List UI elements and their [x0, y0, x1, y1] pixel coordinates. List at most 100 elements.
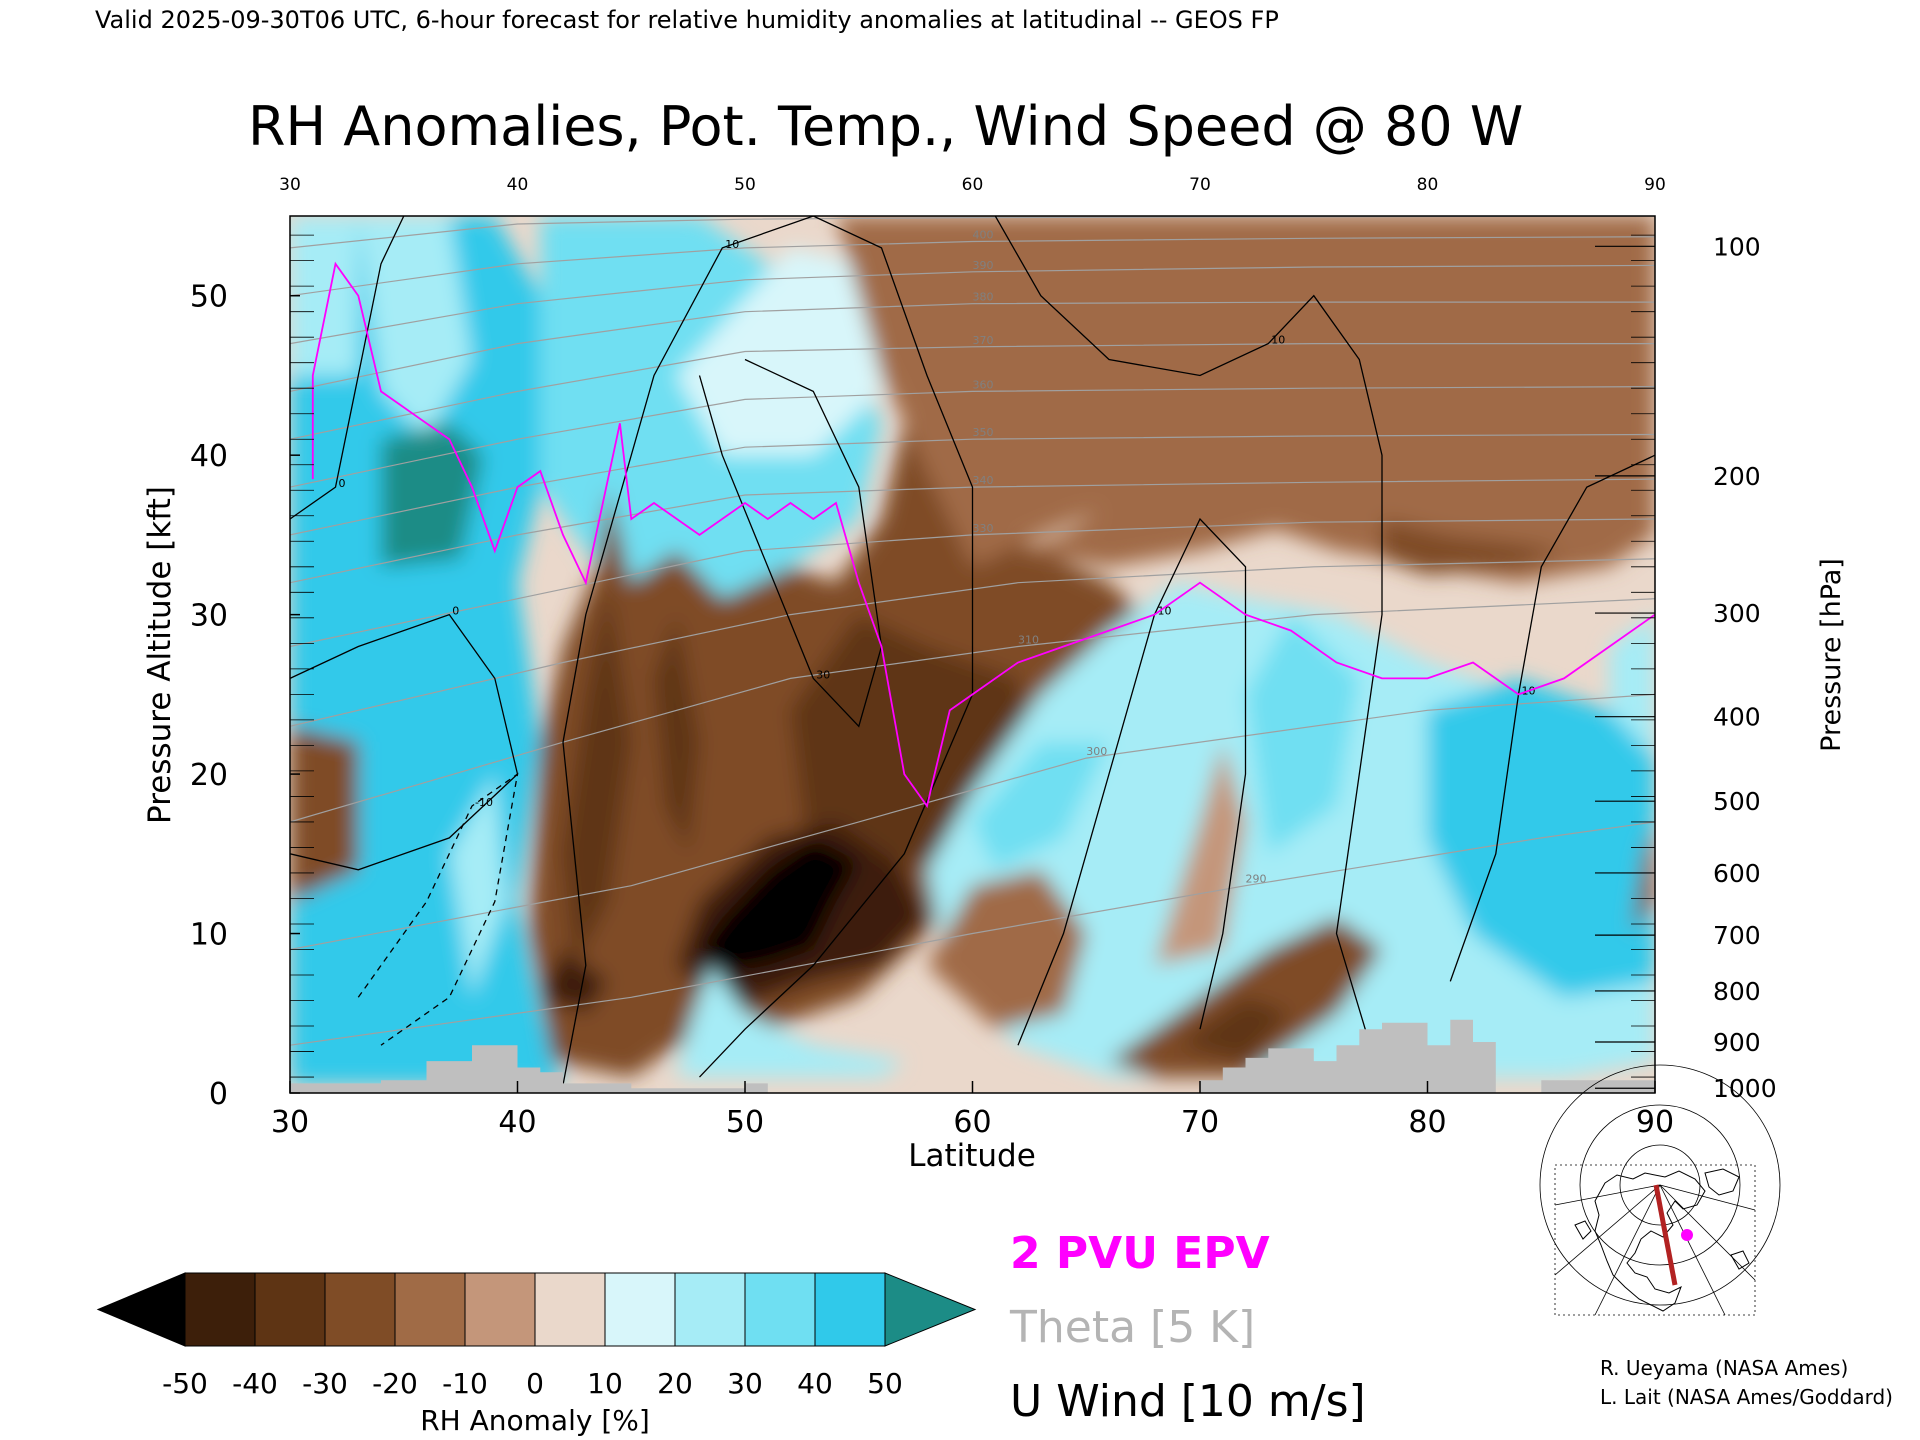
y-tick-label-20: 20 [190, 758, 228, 793]
theta-label-11: 400 [973, 229, 994, 242]
p-tick-label-300: 300 [1713, 599, 1761, 628]
p-tick-label-600: 600 [1713, 859, 1761, 888]
colorbar-tick-2: -30 [302, 1367, 348, 1400]
colorbar-tick-5: 0 [526, 1367, 544, 1400]
wind-label-0: 10 [725, 238, 739, 251]
x-top-tick-label-40: 40 [507, 175, 529, 195]
rh-region-3 [449, 774, 507, 998]
theta-label-6: 350 [973, 426, 994, 439]
theta-label-4: 330 [973, 522, 994, 535]
map-inset [1539, 1064, 1781, 1316]
theta-label-12: 410 [745, 206, 766, 219]
pv-contour [311, 261, 1655, 809]
colorbar-seg-8 [744, 1272, 816, 1347]
theta-line-8 [290, 343, 1655, 440]
colorbar-tick-10: 50 [867, 1367, 903, 1400]
theta-label-9: 380 [973, 291, 994, 304]
y-tick-label-40: 40 [190, 439, 228, 474]
x-tick-label-70: 70 [1181, 1105, 1219, 1140]
legend-wind: U Wind [10 m/s] [1010, 1376, 1366, 1427]
colorbar-seg-0 [184, 1272, 256, 1347]
rh-region-9 [563, 582, 632, 966]
x-tick-label-30: 30 [271, 1105, 309, 1140]
y-tick-label-30: 30 [190, 599, 228, 634]
colorbar-seg-7 [674, 1272, 746, 1347]
theta-label-2: 310 [1018, 634, 1039, 647]
colorbar-seg-9 [814, 1272, 886, 1347]
rh-region-11 [790, 614, 1041, 902]
rh-region-17 [1382, 519, 1564, 575]
p-tick-label-800: 800 [1713, 977, 1761, 1006]
theta-label-5: 340 [973, 474, 994, 487]
x-tick-label-40: 40 [498, 1105, 536, 1140]
theta-label-10: 390 [973, 259, 994, 272]
p-tick-label-400: 400 [1713, 703, 1761, 732]
wind-label-5: 0 [339, 477, 346, 490]
wind-label-3: 10 [1158, 605, 1172, 618]
rh-region-25 [1177, 997, 1291, 1062]
wind-contour-2 [994, 216, 1383, 1086]
wind-label-1: 30 [816, 668, 830, 681]
x-tick-label-60: 60 [953, 1105, 991, 1140]
colorbar-tick-7: 20 [657, 1367, 693, 1400]
legend-theta: Theta [5 K] [1009, 1302, 1255, 1353]
rh-region-20 [972, 742, 1109, 870]
colorbar-max-arrow [884, 1272, 977, 1347]
p-tick-label-700: 700 [1713, 921, 1761, 950]
wind-label-2: 10 [1271, 334, 1285, 347]
terrain [290, 1019, 1655, 1093]
p-tick-label-900: 900 [1713, 1028, 1761, 1057]
colorbar-tick-4: -10 [442, 1367, 488, 1400]
rh-region-15 [676, 965, 905, 1078]
rh-region-28 [1609, 614, 1655, 711]
wind-contour-5 [290, 216, 405, 520]
map-marker [1681, 1229, 1693, 1241]
theta-line-2 [290, 598, 1655, 823]
rh-region-16 [836, 216, 1655, 583]
y-axis-left: 0 10 20 30 40 50 [190, 280, 300, 1112]
x-top-tick-label-90: 90 [1644, 175, 1666, 195]
x-top-tick-label-80: 80 [1417, 175, 1439, 195]
wind-contour-1 [698, 358, 883, 728]
colorbar-label: RH Anomaly [%] [420, 1404, 650, 1437]
p-tick-label-500: 500 [1713, 787, 1761, 816]
wind-contour-4 [1449, 454, 1655, 982]
y-axis-label: Pressure Altitude [kft] [142, 486, 178, 824]
y-tick-label-50: 50 [190, 280, 228, 315]
colorbar-tick-9: 40 [797, 1367, 833, 1400]
rh-region-26 [1154, 742, 1246, 966]
wind-label-6: 0 [452, 605, 459, 618]
colorbar-seg-6 [604, 1272, 676, 1347]
rh-region-5 [290, 216, 359, 376]
theta-line-11 [290, 236, 1655, 297]
theta-label-0: 290 [1246, 873, 1267, 886]
colorbar-tick-1: -40 [232, 1367, 278, 1400]
wind-label-7: -10 [475, 796, 493, 809]
x-top-tick-label-30: 30 [279, 175, 301, 195]
pv-line [311, 261, 1655, 809]
theta-label-7: 360 [973, 378, 994, 391]
colorbar-seg-3 [394, 1272, 466, 1347]
wind-contour-3 [1017, 517, 1247, 1046]
credit-line-2: L. Lait (NASA Ames/Goddard) [1600, 1385, 1893, 1409]
x-axis-label: Latitude [908, 1138, 1036, 1174]
theta-label-1: 300 [1086, 745, 1107, 758]
colorbar-tick-8: 30 [727, 1367, 763, 1400]
colorbar-seg-4 [464, 1272, 536, 1347]
p-tick-label-100: 100 [1713, 232, 1761, 261]
minor-ticks [290, 234, 1655, 1078]
x-tick-label-90: 90 [1636, 1105, 1674, 1140]
wind-contour-0 [562, 216, 974, 1086]
p-tick-label-200: 200 [1713, 462, 1761, 491]
credit-line-1: R. Ueyama (NASA Ames) [1600, 1356, 1848, 1380]
x-tick-label-50: 50 [726, 1105, 764, 1140]
rh-region-23 [927, 869, 1087, 1030]
theta-line-12 [290, 216, 1655, 249]
rh-region-10 [654, 614, 700, 854]
theta-line-4 [290, 518, 1655, 648]
theta-line-7 [290, 386, 1655, 488]
